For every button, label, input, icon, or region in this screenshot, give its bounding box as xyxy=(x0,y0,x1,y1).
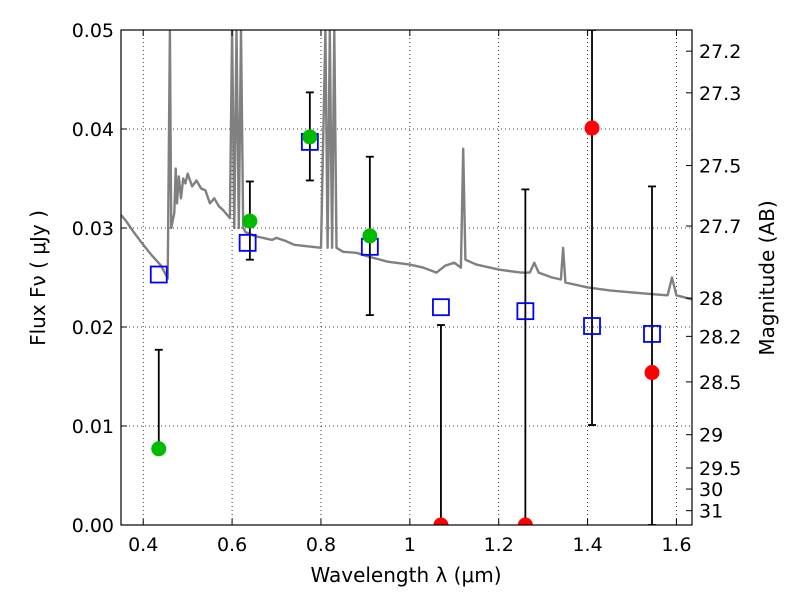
right-tick-label: 27.7 xyxy=(699,216,741,238)
y-tick-label: 0.05 xyxy=(72,20,114,42)
detection-point xyxy=(242,213,258,229)
grid xyxy=(121,29,692,526)
x-tick-label: 1.2 xyxy=(484,534,514,556)
right-tick-label: 28.5 xyxy=(699,372,741,394)
model-photometry-square xyxy=(516,302,535,321)
y-tick-label: 0.01 xyxy=(72,416,114,438)
y-axis-right-label: Magnitude (AB) xyxy=(755,200,779,355)
right-tick-label: 28.2 xyxy=(699,326,741,348)
x-tick-label: 1.6 xyxy=(661,534,691,556)
model-photometry-square xyxy=(643,325,661,343)
x-tick-label: 0.8 xyxy=(306,534,336,556)
plot-frame xyxy=(120,29,693,526)
plot-area xyxy=(121,30,692,525)
right-tick-label: 29.5 xyxy=(699,458,741,480)
right-tick-label: 27.3 xyxy=(699,83,741,105)
non-detection-point xyxy=(517,517,533,525)
model-photometry-square xyxy=(238,233,257,252)
model-photometry-square xyxy=(432,298,450,317)
model-spectrum-line xyxy=(121,30,692,301)
detection-point xyxy=(302,129,318,145)
y-axis-label: Flux Fν ( μJy ) xyxy=(26,210,50,346)
y-tick-label: 0.04 xyxy=(72,119,114,141)
x-tick-label: 0.4 xyxy=(128,534,158,556)
x-axis-label: Wavelength λ (μm) xyxy=(310,563,501,587)
ticks: 0.4 0.6 0.8 1 1.2 1.4 1.6 0.00 0.01 0.02 0.03 0.04 0… xyxy=(72,20,742,556)
y-tick-label: 0.00 xyxy=(72,515,114,537)
x-tick-label: 1 xyxy=(404,534,416,556)
right-tick-label: 27.2 xyxy=(699,41,741,63)
right-tick-label: 30 xyxy=(699,479,723,501)
right-tick-label: 27.5 xyxy=(699,156,741,178)
x-tick-label: 1.4 xyxy=(572,534,602,556)
right-tick-label: 31 xyxy=(699,501,723,523)
right-tick-label: 29 xyxy=(699,425,723,447)
y-tick-label: 0.02 xyxy=(72,317,114,339)
detection-point xyxy=(362,228,378,244)
y-tick-label: 0.03 xyxy=(72,218,114,240)
right-tick-label: 28 xyxy=(699,288,723,310)
non-detection-point xyxy=(644,365,660,381)
model-photometry-square xyxy=(583,317,601,335)
non-detection-point xyxy=(433,517,449,525)
x-tick-label: 0.6 xyxy=(217,534,247,556)
detection-point xyxy=(151,441,167,457)
model-photometry-square xyxy=(149,265,168,284)
non-detection-point xyxy=(584,120,600,136)
